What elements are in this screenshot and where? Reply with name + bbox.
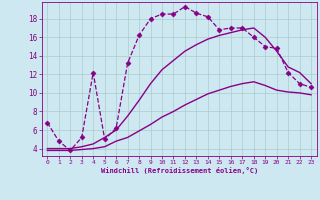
- X-axis label: Windchill (Refroidissement éolien,°C): Windchill (Refroidissement éolien,°C): [100, 167, 258, 174]
